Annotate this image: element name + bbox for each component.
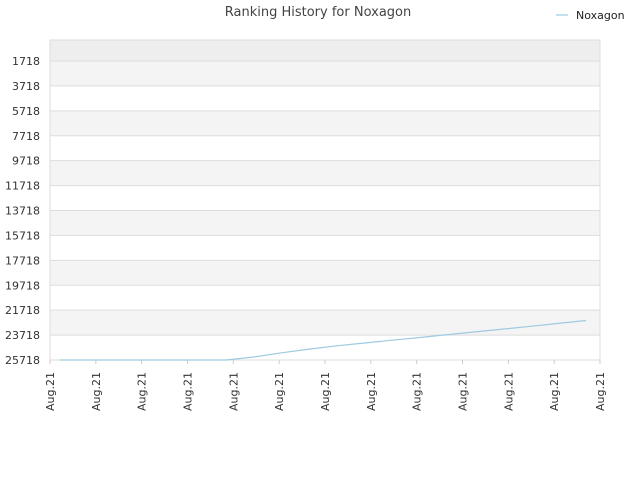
y-tick-label: 9718 [12,155,40,168]
plot-band [50,310,600,336]
y-tick-label: 5718 [12,105,40,118]
plot-band [50,110,600,136]
x-tick-label: Aug.21 [136,372,149,411]
x-tick-label: Aug.21 [319,372,332,411]
y-tick-label: 3718 [12,80,40,93]
chart-title: Ranking History for Noxagon [225,5,412,20]
y-tick-label: 15718 [5,229,40,242]
legend-label-noxagon: Noxagon [576,9,625,22]
x-tick-label: Aug.21 [182,372,195,411]
plot-band [50,260,600,286]
y-tick-label: 13718 [5,205,40,218]
y-tick-label: 21718 [5,304,40,317]
y-tick-label: 7718 [12,130,40,143]
y-tick-label: 23718 [5,329,40,342]
legend: Noxagon [556,9,625,22]
plot-band [50,40,600,61]
x-tick-label: Aug.21 [365,372,378,411]
x-tick-label: Aug.21 [227,372,240,411]
y-tick-label: 17718 [5,254,40,267]
plot-bands [50,40,600,336]
y-axis: 1718 3718 5718 7718 9718 11718 13718 15718 17718… [5,55,40,367]
x-tick-label: Aug.21 [411,372,424,411]
y-tick-label: 19718 [5,279,40,292]
plot-band [50,210,600,236]
y-tick-label: 11718 [5,180,40,193]
x-axis: Aug.21 Aug.21 Aug.21 Aug.21 Aug.21 Aug.21 Aug.… [44,360,607,411]
series-line-noxagon [60,319,587,361]
plot-band [50,160,600,186]
x-tick-label: Aug.21 [502,372,515,411]
series-layer [60,319,587,361]
x-tick-label: Aug.21 [594,372,607,411]
x-tick-label: Aug.21 [44,372,57,411]
x-tick-label: Aug.21 [457,372,470,411]
y-tick-label: 1718 [12,55,40,68]
y-tick-label: 25718 [5,354,40,367]
x-tick-label: Aug.21 [273,372,286,411]
plot-band [50,61,600,86]
x-tick-label: Aug.21 [90,372,103,411]
x-tick-label: Aug.21 [548,372,561,411]
